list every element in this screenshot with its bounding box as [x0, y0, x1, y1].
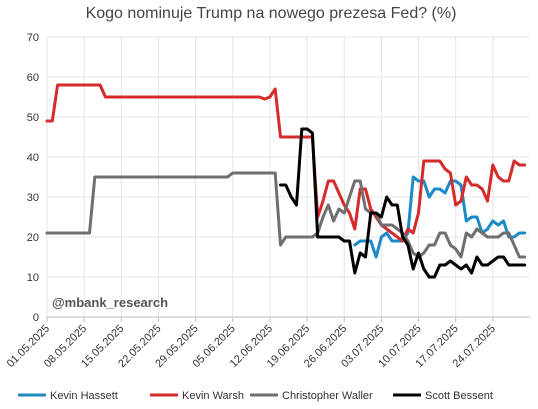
series-line-kevin-hassett	[353, 175, 527, 259]
x-axis-ticks: 01.05.202508.05.202515.05.202522.05.2025…	[5, 323, 498, 370]
watermark-annotation: @mbank_research	[52, 295, 168, 310]
series-line-kevin-warsh	[45, 83, 527, 243]
y-tick-label: 10	[27, 272, 39, 284]
y-tick-label: 0	[33, 312, 39, 324]
chart-title: Kogo nominuje Trump na nowego prezesa Fe…	[86, 5, 457, 22]
legend-label: Christopher Waller	[282, 390, 373, 402]
series-lines	[45, 83, 527, 279]
legend-label: Kevin Warsh	[182, 390, 244, 402]
y-tick-label: 30	[27, 192, 39, 204]
y-tick-label: 20	[27, 232, 39, 244]
y-tick-label: 50	[27, 112, 39, 124]
legend: Kevin Hassett Kevin Warsh Christopher Wall…	[18, 390, 493, 402]
series-line-scott-bessent	[279, 127, 527, 279]
legend-label: Scott Bessent	[425, 390, 493, 402]
y-tick-label: 60	[27, 72, 39, 84]
y-tick-label: 40	[27, 152, 39, 164]
grid	[46, 36, 530, 322]
legend-label: Kevin Hassett	[50, 390, 118, 402]
y-tick-label: 70	[27, 32, 39, 44]
y-axis-ticks: 0 10 20 30 40 50 60 70	[27, 32, 39, 324]
